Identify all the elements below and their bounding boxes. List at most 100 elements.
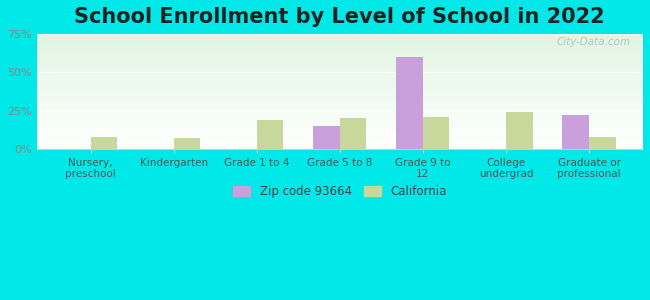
- Bar: [174, 138, 200, 149]
- Bar: [36, 139, 643, 140]
- Bar: [36, 81, 643, 82]
- Bar: [36, 46, 643, 47]
- Bar: [36, 61, 643, 62]
- Bar: [36, 101, 643, 102]
- Bar: [36, 77, 643, 78]
- Bar: [36, 118, 643, 119]
- Bar: [36, 99, 643, 100]
- Bar: [36, 35, 643, 36]
- Bar: [36, 136, 643, 137]
- Bar: [36, 115, 643, 116]
- Bar: [36, 125, 643, 126]
- Bar: [36, 60, 643, 61]
- Bar: [340, 118, 367, 149]
- Bar: [36, 128, 643, 129]
- Bar: [36, 40, 643, 41]
- Bar: [36, 129, 643, 130]
- Bar: [36, 57, 643, 58]
- Bar: [36, 71, 643, 72]
- Bar: [36, 95, 643, 96]
- Bar: [36, 84, 643, 85]
- Bar: [36, 78, 643, 79]
- Bar: [257, 120, 283, 149]
- Bar: [36, 103, 643, 104]
- Bar: [36, 147, 643, 148]
- Bar: [36, 89, 643, 90]
- Bar: [36, 54, 643, 55]
- Bar: [36, 55, 643, 56]
- Bar: [36, 133, 643, 134]
- Text: City-Data.com: City-Data.com: [557, 38, 631, 47]
- Bar: [36, 51, 643, 52]
- Bar: [36, 90, 643, 91]
- Bar: [36, 79, 643, 80]
- Bar: [36, 122, 643, 123]
- Bar: [36, 137, 643, 138]
- Bar: [36, 145, 643, 146]
- Bar: [36, 120, 643, 121]
- Bar: [36, 102, 643, 103]
- Bar: [36, 96, 643, 97]
- Bar: [36, 98, 643, 99]
- Bar: [36, 56, 643, 57]
- Bar: [36, 86, 643, 87]
- Bar: [36, 105, 643, 106]
- Bar: [36, 108, 643, 109]
- Bar: [36, 73, 643, 74]
- Bar: [36, 130, 643, 131]
- Bar: [36, 58, 643, 59]
- Bar: [36, 131, 643, 132]
- Legend: Zip code 93664, California: Zip code 93664, California: [228, 180, 452, 202]
- Bar: [36, 148, 643, 149]
- Bar: [36, 45, 643, 46]
- Bar: [423, 117, 449, 149]
- Bar: [36, 142, 643, 143]
- Bar: [36, 63, 643, 64]
- Bar: [36, 88, 643, 89]
- Bar: [36, 121, 643, 122]
- Bar: [36, 100, 643, 101]
- Bar: [313, 126, 340, 149]
- Bar: [36, 97, 643, 98]
- Bar: [36, 106, 643, 107]
- Bar: [36, 70, 643, 71]
- Bar: [36, 53, 643, 54]
- Bar: [36, 87, 643, 88]
- Bar: [36, 113, 643, 114]
- Bar: [36, 123, 643, 124]
- Bar: [36, 49, 643, 50]
- Bar: [90, 136, 117, 149]
- Bar: [36, 143, 643, 144]
- Bar: [36, 64, 643, 65]
- Bar: [36, 104, 643, 105]
- Bar: [36, 134, 643, 135]
- Title: School Enrollment by Level of School in 2022: School Enrollment by Level of School in …: [75, 7, 605, 27]
- Bar: [36, 38, 643, 39]
- Bar: [36, 80, 643, 81]
- Bar: [36, 68, 643, 69]
- Bar: [36, 112, 643, 113]
- Bar: [36, 47, 643, 48]
- Bar: [36, 93, 643, 94]
- Bar: [36, 52, 643, 53]
- Bar: [36, 48, 643, 49]
- Bar: [36, 94, 643, 95]
- Bar: [36, 72, 643, 73]
- Bar: [36, 144, 643, 145]
- Bar: [36, 107, 643, 108]
- Bar: [36, 37, 643, 38]
- Bar: [36, 82, 643, 83]
- Bar: [36, 44, 643, 45]
- Bar: [36, 66, 643, 67]
- Bar: [36, 92, 643, 93]
- Bar: [589, 136, 616, 149]
- Bar: [36, 110, 643, 111]
- Bar: [36, 59, 643, 60]
- Bar: [36, 135, 643, 136]
- Bar: [36, 83, 643, 84]
- Bar: [506, 112, 532, 149]
- Bar: [36, 67, 643, 68]
- Bar: [36, 124, 643, 125]
- Bar: [36, 65, 643, 66]
- Bar: [36, 116, 643, 117]
